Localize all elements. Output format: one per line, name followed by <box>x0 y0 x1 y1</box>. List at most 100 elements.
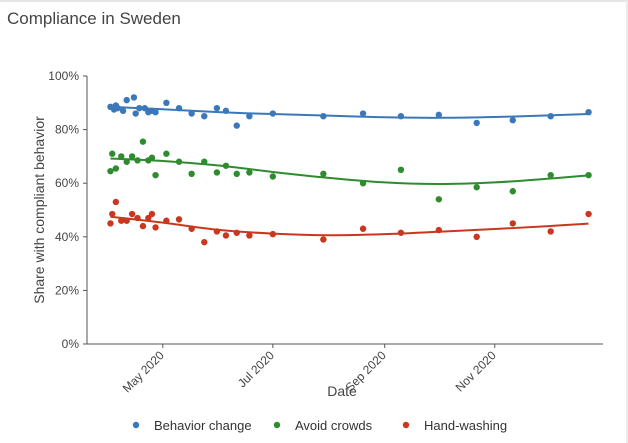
data-point[interactable] <box>509 188 516 195</box>
data-point[interactable] <box>397 113 405 120</box>
data-point[interactable] <box>123 96 130 104</box>
x-tick-label: May 2020 <box>120 348 167 395</box>
trend-line-1 <box>110 157 589 186</box>
y-tick-label: 80% <box>55 123 79 137</box>
data-point[interactable] <box>547 228 554 235</box>
data-point[interactable] <box>473 184 480 191</box>
data-point[interactable] <box>134 214 141 222</box>
y-tick-label: 100% <box>48 69 79 83</box>
data-point[interactable] <box>435 196 443 203</box>
data-point[interactable] <box>114 104 121 112</box>
chart-title: Compliance in Sweden <box>7 9 181 28</box>
data-point[interactable] <box>585 210 592 218</box>
legend-marker <box>273 421 281 429</box>
data-point[interactable] <box>473 233 480 240</box>
data-point[interactable] <box>473 119 480 127</box>
data-point[interactable] <box>213 228 221 235</box>
data-point[interactable] <box>201 158 208 165</box>
data-point[interactable] <box>139 222 147 230</box>
data-point[interactable] <box>118 153 125 160</box>
data-point[interactable] <box>148 154 156 161</box>
data-point[interactable] <box>435 111 443 119</box>
data-point[interactable] <box>509 220 516 227</box>
data-point[interactable] <box>222 107 230 115</box>
data-point[interactable] <box>123 217 130 224</box>
data-point[interactable] <box>233 170 240 178</box>
data-point[interactable] <box>188 110 195 117</box>
data-point[interactable] <box>213 169 221 176</box>
data-point[interactable] <box>222 162 230 169</box>
right-border <box>626 0 628 443</box>
data-point[interactable] <box>233 122 240 129</box>
data-point[interactable] <box>397 229 405 236</box>
data-point[interactable] <box>163 217 170 224</box>
data-point[interactable] <box>547 113 554 120</box>
data-point[interactable] <box>585 171 592 179</box>
legend-label[interactable]: Avoid crowds <box>295 418 373 433</box>
data-point[interactable] <box>269 173 277 180</box>
data-point[interactable] <box>148 210 156 218</box>
data-point[interactable] <box>320 236 327 243</box>
data-point[interactable] <box>435 226 443 234</box>
data-point[interactable] <box>107 220 114 227</box>
data-point[interactable] <box>123 158 130 165</box>
data-point[interactable] <box>397 166 405 173</box>
data-point[interactable] <box>246 113 253 120</box>
top-border <box>0 0 628 2</box>
data-point[interactable] <box>136 104 143 112</box>
data-point[interactable] <box>233 229 240 236</box>
data-point[interactable] <box>118 217 125 224</box>
data-point[interactable] <box>152 108 159 116</box>
data-point[interactable] <box>509 117 516 124</box>
data-point[interactable] <box>320 170 327 178</box>
data-point[interactable] <box>585 108 592 116</box>
legend-marker <box>132 421 140 429</box>
legend-label[interactable]: Behavior change <box>154 418 252 433</box>
data-point[interactable] <box>188 225 195 232</box>
data-point[interactable] <box>175 104 183 112</box>
x-tick-label: Nov 2020 <box>453 348 499 394</box>
data-point[interactable] <box>107 167 114 175</box>
y-tick-label: 60% <box>55 176 79 190</box>
data-point[interactable] <box>359 225 367 232</box>
data-point[interactable] <box>130 94 138 101</box>
data-point[interactable] <box>112 165 120 172</box>
data-point[interactable] <box>119 107 127 115</box>
y-axis-title: Share with compliant behavior <box>31 116 47 304</box>
data-point[interactable] <box>547 171 554 179</box>
data-point[interactable] <box>201 113 208 120</box>
data-point[interactable] <box>112 198 120 206</box>
data-point[interactable] <box>175 158 183 165</box>
data-point[interactable] <box>320 113 327 120</box>
data-point[interactable] <box>201 238 208 246</box>
data-point[interactable] <box>246 169 253 176</box>
data-point[interactable] <box>213 104 221 112</box>
data-point[interactable] <box>269 230 277 238</box>
data-point[interactable] <box>128 210 136 218</box>
y-tick-label: 0% <box>62 337 80 351</box>
data-point[interactable] <box>188 170 195 178</box>
x-tick-label: Jul 2020 <box>235 348 277 390</box>
data-point[interactable] <box>359 180 367 187</box>
x-axis-title: Date <box>327 383 357 399</box>
data-point[interactable] <box>163 99 170 107</box>
y-tick-label: 20% <box>55 283 79 297</box>
data-point[interactable] <box>246 232 253 239</box>
data-point[interactable] <box>132 110 139 117</box>
data-point[interactable] <box>128 153 136 160</box>
data-point[interactable] <box>152 171 159 179</box>
data-point[interactable] <box>359 110 367 117</box>
data-point[interactable] <box>222 232 230 239</box>
data-point[interactable] <box>152 224 159 231</box>
legend-marker <box>402 421 410 429</box>
data-point[interactable] <box>139 138 147 145</box>
data-point[interactable] <box>175 216 183 223</box>
data-point[interactable] <box>163 150 170 157</box>
data-point[interactable] <box>109 150 116 157</box>
data-point[interactable] <box>134 157 141 164</box>
legend-label[interactable]: Hand-washing <box>424 418 507 433</box>
data-point[interactable] <box>109 210 116 218</box>
y-tick-label: 40% <box>55 230 79 244</box>
data-point[interactable] <box>269 110 277 117</box>
